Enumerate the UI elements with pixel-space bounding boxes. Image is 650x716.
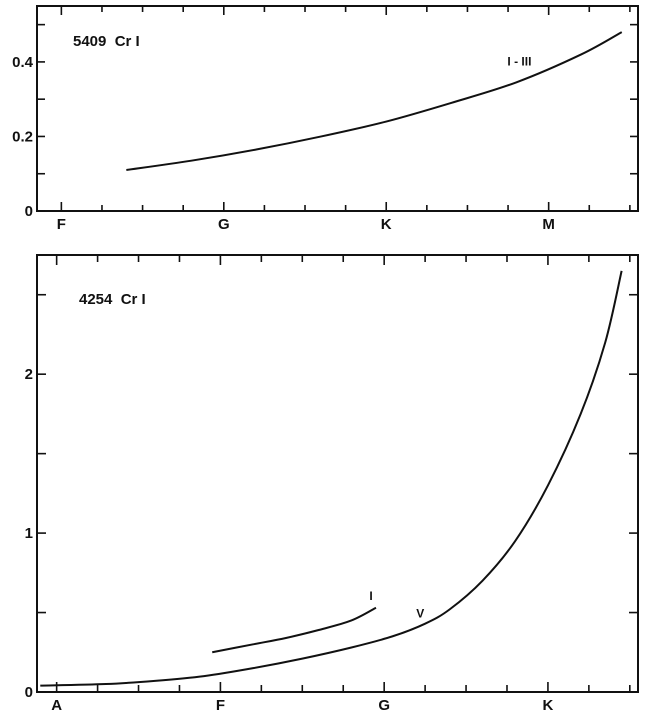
y-tick-marks-4254 [37, 293, 638, 693]
x-tick-label: M [542, 216, 555, 233]
x-tick-label: K [381, 216, 392, 233]
x-tick-label: G [218, 216, 230, 233]
series-line [212, 606, 377, 654]
series-label: I [369, 589, 372, 603]
series-lines-5409 [126, 31, 623, 171]
plot-frame-5409 [36, 5, 639, 212]
plot-frame-4254 [36, 254, 639, 693]
y-tick-labels-4254: 0 1 2 [25, 366, 33, 701]
x-tick-marks-4254 [55, 255, 631, 692]
x-tick-labels-5409: F G K M [57, 216, 555, 233]
series-labels-4254: I V [369, 589, 424, 620]
y-tick-label: 0.2 [12, 128, 33, 145]
x-tick-marks-5409 [60, 6, 631, 211]
x-tick-label: F [216, 697, 225, 714]
series-line [126, 31, 623, 171]
series-labels-5409: I - III [507, 55, 531, 69]
y-tick-marks-5409 [37, 23, 638, 212]
x-tick-label: F [57, 216, 66, 233]
chart-title-4254: 4254 Cr I [79, 291, 146, 308]
chart-title-5409: 5409 Cr I [73, 33, 140, 50]
chart-panel-4254: A F G K 0 1 2 I V 4254 Cr I [25, 254, 639, 714]
x-tick-labels-4254: A F G K [51, 697, 553, 714]
y-tick-label: 0 [25, 203, 33, 220]
chart-panel-5409: F G K M 0 0.2 0.4 I - III 5409 Cr I [12, 5, 639, 233]
y-tick-labels-5409: 0 0.2 0.4 [12, 54, 34, 220]
series-line [40, 270, 623, 687]
y-tick-label: 0 [25, 684, 33, 701]
series-lines-4254 [40, 270, 623, 687]
x-tick-label: G [378, 697, 390, 714]
x-tick-label: A [51, 697, 62, 714]
y-tick-label: 2 [25, 366, 33, 383]
y-tick-label: 1 [25, 525, 33, 542]
series-label: V [416, 606, 424, 620]
x-tick-label: K [543, 697, 554, 714]
series-label: I - III [507, 55, 531, 69]
y-tick-label: 0.4 [12, 54, 34, 71]
